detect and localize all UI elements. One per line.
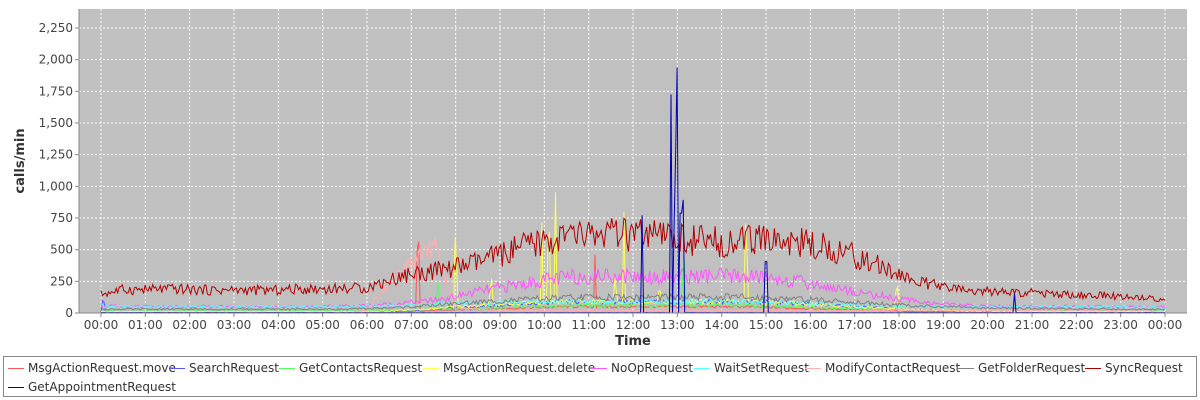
legend-label: SearchRequest	[189, 361, 279, 375]
y-tick-label: 500	[50, 243, 73, 257]
x-tick-label: 23:00	[1103, 318, 1138, 332]
legend-label: WaitSetRequest	[714, 361, 809, 375]
legend-item: WaitSetRequest	[694, 359, 809, 377]
x-tick-label: 00:00	[1148, 318, 1183, 332]
x-tick-label: 07:00	[394, 318, 429, 332]
legend-swatch	[1085, 368, 1101, 369]
x-tick-label: 18:00	[882, 318, 917, 332]
legend-swatch	[279, 368, 295, 369]
y-tick-label: 0	[65, 306, 73, 320]
legend-label: GetContactsRequest	[299, 361, 423, 375]
legend-swatch	[591, 368, 607, 369]
y-tick-label: 750	[50, 211, 73, 225]
legend-swatch	[8, 387, 24, 388]
y-tick-labels: 0 250 500 750 1,000 1,250 1,500 1,750 2,000 2,250	[39, 21, 79, 320]
y-tick-label: 250	[50, 274, 73, 288]
x-tick-label: 01:00	[128, 318, 163, 332]
legend-label: ModifyContactRequest	[825, 361, 961, 375]
legend-swatch	[169, 368, 185, 369]
x-tick-label: 22:00	[1059, 318, 1094, 332]
legend-item: MsgActionRequest.delete	[423, 359, 595, 377]
legend-item: ModifyContactRequest	[805, 359, 960, 377]
y-tick-label: 1,250	[39, 148, 73, 162]
legend-label: MsgActionRequest.move	[28, 361, 176, 375]
legend-label: MsgActionRequest.delete	[443, 361, 596, 375]
y-tick-label: 1,000	[39, 179, 73, 193]
x-tick-label: 10:00	[527, 318, 562, 332]
y-tick-label: 2,000	[39, 53, 73, 67]
legend-item: SyncRequest	[1085, 359, 1183, 377]
legend-item: SearchRequest	[169, 359, 279, 377]
legend-swatch	[694, 368, 710, 369]
legend-swatch	[8, 368, 24, 369]
legend-swatch	[958, 368, 974, 369]
x-tick-labels: 00:00 01:00 02:00 03:00 04:00 05:00 06:00 07:00…	[84, 313, 1183, 332]
x-tick-label: 02:00	[172, 318, 207, 332]
legend: MsgActionRequest.move SearchRequest GetCon…	[3, 356, 1197, 397]
legend-item: GetContactsRequest	[279, 359, 422, 377]
x-tick-label: 14:00	[704, 318, 739, 332]
y-tick-label: 1,750	[39, 84, 73, 98]
y-axis-title: calls/min	[13, 128, 28, 193]
legend-label: GetAppointmentRequest	[28, 380, 176, 394]
y-tick-label: 2,250	[39, 21, 73, 35]
y-tick-label: 1,500	[39, 116, 73, 130]
x-tick-label: 12:00	[616, 318, 651, 332]
x-tick-label: 15:00	[749, 318, 784, 332]
x-tick-label: 11:00	[571, 318, 606, 332]
legend-label: GetFolderRequest	[978, 361, 1086, 375]
x-tick-label: 17:00	[837, 318, 872, 332]
x-tick-label: 08:00	[438, 318, 473, 332]
x-tick-label: 03:00	[217, 318, 252, 332]
legend-item: GetFolderRequest	[958, 359, 1085, 377]
x-tick-label: 13:00	[660, 318, 695, 332]
legend-swatch	[805, 368, 821, 369]
legend-label: NoOpRequest	[611, 361, 694, 375]
legend-label: SyncRequest	[1105, 361, 1183, 375]
x-tick-label: 20:00	[970, 318, 1005, 332]
gridlines	[79, 9, 1187, 314]
legend-item: MsgActionRequest.move	[8, 359, 176, 377]
x-tick-label: 09:00	[483, 318, 518, 332]
line-chart: 0 250 500 750 1,000 1,250 1,500 1,750 2,000 2,250…	[13, 9, 1187, 349]
x-tick-label: 16:00	[793, 318, 828, 332]
legend-item: GetAppointmentRequest	[8, 378, 176, 396]
x-axis-title: Time	[615, 334, 651, 349]
x-tick-label: 04:00	[261, 318, 296, 332]
x-tick-label: 00:00	[84, 318, 119, 332]
x-tick-label: 05:00	[305, 318, 340, 332]
x-tick-label: 19:00	[926, 318, 961, 332]
x-tick-label: 06:00	[350, 318, 385, 332]
series-line-getfolderrequest	[100, 292, 1166, 311]
legend-item: NoOpRequest	[591, 359, 693, 377]
legend-swatch	[423, 368, 439, 369]
series-line-syncrequest	[100, 217, 1166, 303]
x-tick-label: 21:00	[1015, 318, 1050, 332]
